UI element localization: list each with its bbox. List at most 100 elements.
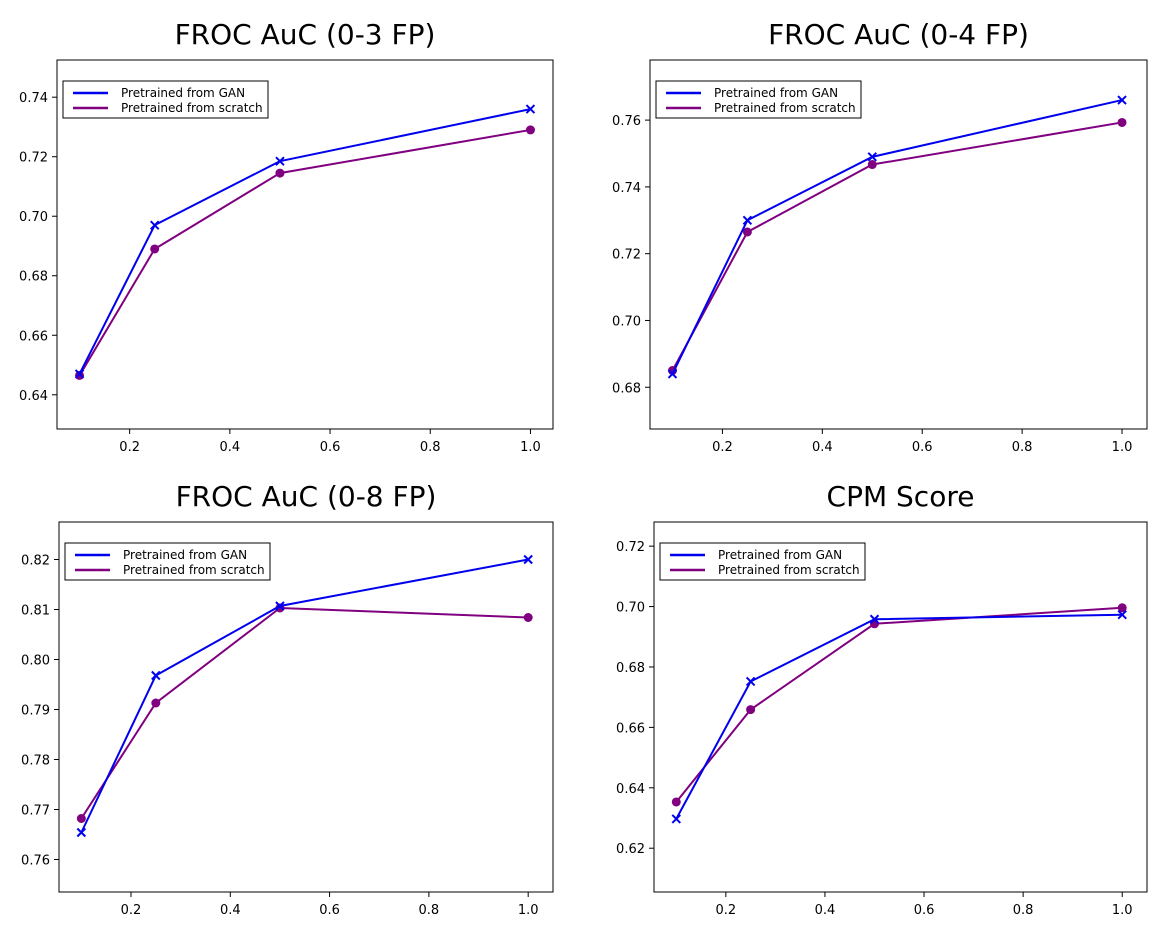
data-point-gan (523, 554, 533, 565)
y-tick-label: 0.76 (21, 854, 50, 869)
y-tick-label: 0.72 (616, 540, 645, 555)
data-point-gan (867, 152, 877, 162)
data-point-gan (667, 369, 678, 379)
y-tick-label: 0.68 (612, 381, 641, 396)
chart-title: FROC AuC (0-3 FP) (175, 18, 436, 51)
legend-label: Pretrained from GAN (121, 86, 245, 100)
data-point-scratch (867, 160, 877, 170)
series-line-gan (78, 108, 531, 375)
chart-title: FROC AuC (0-8 FP) (176, 480, 437, 513)
y-tick-label: 0.66 (616, 721, 645, 736)
plot-frame (56, 59, 554, 430)
x-tick-label: 0.4 (220, 440, 241, 455)
legend-label: Pretrained from scratch (714, 101, 856, 115)
data-point-scratch (525, 125, 535, 135)
legend-label: Pretrained from scratch (121, 101, 263, 115)
chart-panel-2: FROC AuC (0-4 FP) 0.2 0.4 0.6 0.8 1.0 0.68 0.70… (612, 18, 1148, 455)
data-point-scratch (151, 698, 161, 708)
y-tick-label: 0.82 (21, 554, 50, 569)
data-point-gan (745, 676, 756, 687)
legend-box (62, 80, 269, 119)
data-point-gan (1117, 610, 1127, 620)
y-tick-label: 0.70 (612, 314, 641, 329)
legend-label: Pretrained from GAN (123, 548, 247, 562)
data-point-gan (151, 670, 161, 681)
legend-box (64, 542, 271, 581)
y-tick-label: 0.81 (21, 604, 50, 619)
x-tick-label: 0.6 (914, 903, 935, 918)
legend-label: Pretrained from scratch (718, 563, 860, 577)
x-tick-label: 0.2 (712, 440, 733, 455)
y-tick-label: 0.76 (612, 114, 641, 129)
x-tick-label: 1.0 (1112, 440, 1133, 455)
data-point-scratch (746, 705, 756, 715)
y-tick-label: 0.74 (19, 91, 48, 106)
series-line-scratch (80, 606, 529, 820)
y-tick-label: 0.72 (612, 248, 641, 263)
data-point-scratch (523, 613, 533, 622)
y-tick-label: 0.80 (21, 654, 50, 669)
x-tick-label: 1.0 (518, 903, 539, 918)
y-tick-label: 0.62 (616, 842, 645, 857)
y-tick-label: 0.79 (21, 704, 50, 719)
x-tick-label: 0.4 (812, 440, 833, 455)
data-point-gan (275, 156, 285, 166)
data-point-gan (869, 614, 880, 624)
legend-label: Pretrained from GAN (718, 548, 842, 562)
series-line-scratch (671, 121, 1123, 372)
data-point-scratch (1117, 117, 1127, 127)
y-tick-label: 0.77 (21, 804, 50, 819)
x-tick-label: 1.0 (520, 440, 541, 455)
data-point-gan (1117, 95, 1127, 105)
data-point-scratch (275, 168, 285, 178)
data-point-scratch (75, 370, 85, 380)
series-line-gan (80, 558, 529, 833)
y-tick-label: 0.66 (19, 329, 48, 344)
plot-frame (649, 59, 1148, 430)
x-tick-label: 0.8 (1013, 903, 1034, 918)
data-point-gan (671, 814, 682, 824)
data-point-scratch (76, 814, 86, 823)
chart-title: FROC AuC (0-4 FP) (768, 18, 1029, 51)
plot-frame (653, 521, 1148, 893)
data-point-scratch (742, 227, 752, 237)
x-tick-label: 0.6 (912, 440, 933, 455)
data-point-gan (525, 104, 536, 114)
x-tick-label: 0.2 (716, 903, 737, 918)
chart-panel-3: FROC AuC (0-8 FP) 0.2 0.4 0.6 0.8 1.0 0.76 0.77… (21, 480, 554, 918)
x-tick-label: 0.2 (119, 440, 140, 455)
y-tick-label: 0.70 (616, 601, 645, 616)
data-point-gan (74, 369, 85, 379)
data-point-gan (742, 215, 753, 225)
x-tick-label: 0.2 (121, 903, 142, 918)
chart-panel-4: CPM Score 0.2 0.4 0.6 0.8 1.0 0.62 0.64 0.66 0.68… (616, 480, 1148, 918)
y-tick-label: 0.72 (19, 151, 48, 166)
y-tick-label: 0.64 (616, 782, 645, 797)
x-tick-label: 0.4 (220, 903, 241, 918)
legend-label: Pretrained from scratch (123, 563, 265, 577)
data-point-scratch (1117, 603, 1127, 613)
data-point-gan (275, 601, 285, 611)
legend-box (655, 80, 862, 119)
data-point-gan (76, 827, 87, 838)
plot-frame (58, 521, 554, 893)
y-tick-label: 0.74 (612, 181, 641, 196)
x-tick-label: 0.6 (319, 903, 340, 918)
series-line-scratch (78, 128, 531, 376)
data-point-scratch (150, 244, 160, 254)
x-tick-label: 1.0 (1112, 903, 1133, 918)
data-point-scratch (671, 797, 681, 807)
y-tick-label: 0.64 (19, 389, 48, 404)
x-tick-label: 0.8 (419, 903, 440, 918)
y-tick-label: 0.68 (19, 270, 48, 285)
legend-box (659, 542, 866, 581)
y-tick-label: 0.78 (21, 754, 50, 769)
y-tick-label: 0.70 (19, 210, 48, 225)
chart-title: CPM Score (827, 480, 975, 513)
series-line-scratch (675, 606, 1123, 803)
y-tick-label: 0.68 (616, 661, 645, 676)
